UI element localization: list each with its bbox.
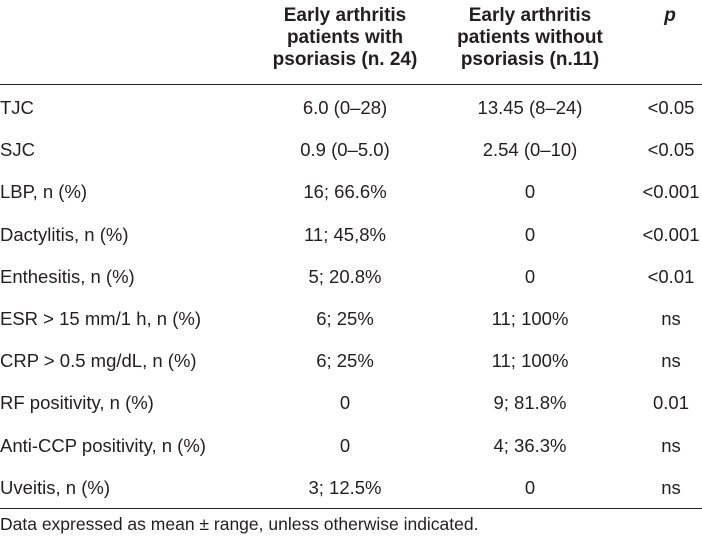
cell-p-value: <0.001 [642,181,700,203]
row-label: Uveitis, n (%) [0,476,110,498]
cell-without-psoriasis: 2.54 (0–10) [482,139,578,161]
header-divider [0,84,702,85]
header-without-psoriasis-line-2: patients without [457,27,603,48]
cell-with-psoriasis: 16; 66.6% [303,181,387,203]
cell-without-psoriasis: 0 [524,265,536,287]
table-row: Enthesitis, n (%) 5; 20.8% 0 <0.01 [0,257,702,299]
row-label: SJC [0,139,35,161]
row-label: Anti-CCP positivity, n (%) [0,434,206,456]
cell-p-value: <0.05 [647,97,695,118]
row-label: Enthesitis, n (%) [0,265,135,287]
header-with-psoriasis-line-2: patients with [286,27,404,48]
row-label: LBP, n (%) [0,181,88,203]
header-with-psoriasis-line-3: psoriasis (n. 24) [272,49,418,70]
cell-with-psoriasis: 0.9 (0–5.0) [300,139,390,161]
header-without-psoriasis-line-1: Early arthritis [468,5,592,26]
row-label: ESR > 15 mm/1 h, n (%) [0,307,201,329]
header-with-psoriasis-line-1: Early arthritis [283,5,407,26]
cell-with-psoriasis: 0 [339,434,351,456]
table-header: Early arthritis patients with psoriasis … [0,0,702,84]
header-with-psoriasis: Early arthritis patients with psoriasis … [255,5,435,71]
cell-p-value: ns [661,434,681,456]
table-row: ESR > 15 mm/1 h, n (%) 6; 25% 11; 100% n… [0,299,702,341]
cell-p-value: <0.05 [647,139,695,161]
table-row: Uveitis, n (%) 3; 12.5% 0 ns [0,468,702,510]
cell-without-psoriasis: 0 [524,181,536,203]
cell-without-psoriasis: 11; 100% [491,307,569,329]
table-row: TJC 6.0 (0–28) 13.45 (8–24) <0.05 [0,88,702,130]
table-body: TJC 6.0 (0–28) 13.45 (8–24) <0.05 SJC 0.… [0,88,702,510]
cell-with-psoriasis: 0 [339,392,351,414]
cell-p-value: ns [661,476,681,498]
row-label: RF positivity, n (%) [0,392,154,414]
table-row: SJC 0.9 (0–5.0) 2.54 (0–10) <0.05 [0,130,702,172]
cell-with-psoriasis: 3; 12.5% [308,476,382,498]
cell-with-psoriasis: 6; 25% [316,307,374,329]
cell-with-psoriasis: 11; 45,8% [304,223,386,245]
table-row: Dactylitis, n (%) 11; 45,8% 0 <0.001 [0,215,702,257]
table-row: LBP, n (%) 16; 66.6% 0 <0.001 [0,172,702,214]
row-label: Dactylitis, n (%) [0,223,129,245]
footer-divider [0,508,702,509]
cell-p-value: 0.01 [652,392,689,414]
cell-p-value: <0.01 [647,265,695,287]
cell-without-psoriasis: 0 [524,223,536,245]
header-without-psoriasis-line-3: psoriasis (n.11) [460,49,600,70]
table-row: Anti-CCP positivity, n (%) 0 4; 36.3% ns [0,426,702,468]
cell-without-psoriasis: 11; 100% [491,350,569,372]
table-row: RF positivity, n (%) 0 9; 81.8% 0.01 [0,383,702,425]
cell-with-psoriasis: 6; 25% [316,350,374,372]
table-row: CRP > 0.5 mg/dL, n (%) 6; 25% 11; 100% n… [0,341,702,383]
cell-without-psoriasis: 9; 81.8% [493,392,567,414]
cell-p-value: <0.001 [642,223,700,245]
header-without-psoriasis: Early arthritis patients without psorias… [437,5,623,71]
cell-with-psoriasis: 5; 20.8% [308,265,382,287]
row-label: TJC [0,97,34,118]
cell-with-psoriasis: 6.0 (0–28) [302,97,388,118]
cell-p-value: ns [661,307,681,329]
cell-without-psoriasis: 4; 36.3% [493,434,567,456]
cell-without-psoriasis: 0 [524,476,536,498]
cell-without-psoriasis: 13.45 (8–24) [477,97,583,118]
table-footnote: Data expressed as mean ± range, unless o… [0,514,479,534]
cell-p-value: ns [661,350,681,372]
row-label: CRP > 0.5 mg/dL, n (%) [0,350,197,372]
header-p-value: p [664,5,676,26]
